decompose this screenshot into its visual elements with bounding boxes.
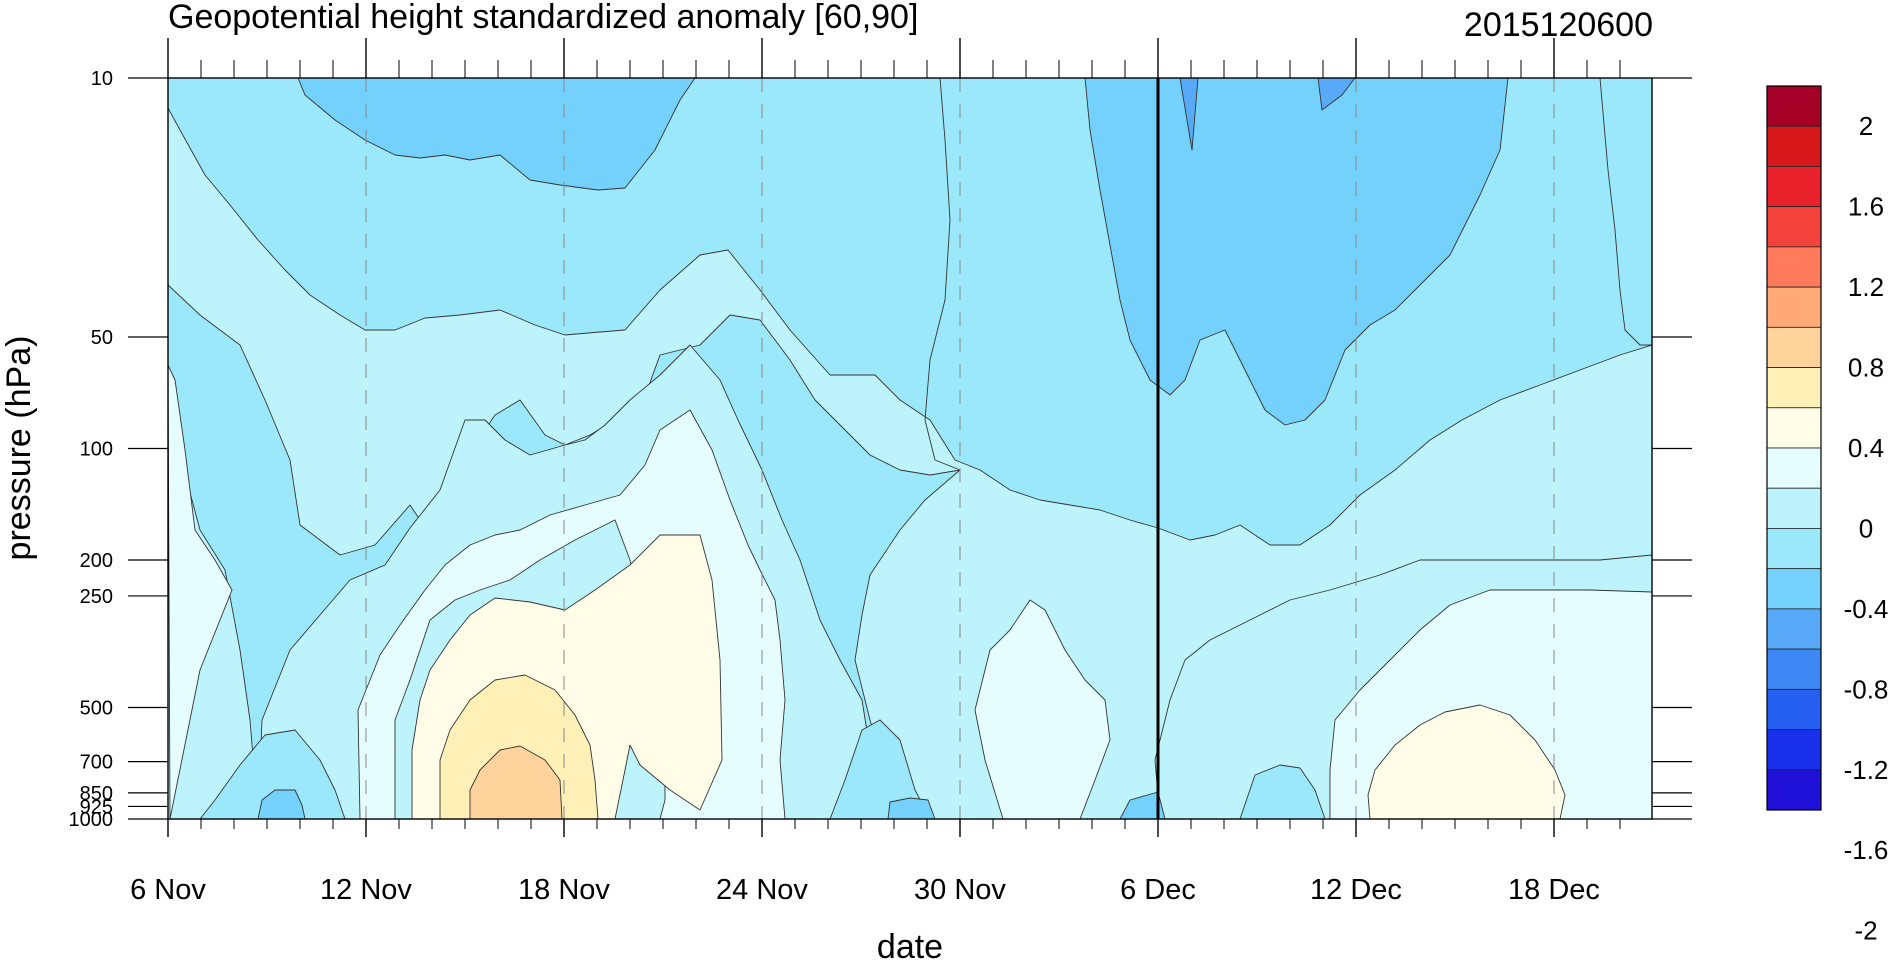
band-minus-1-2-top-left	[297, 78, 696, 191]
y-tick-label: 250	[80, 586, 113, 608]
x-tick-label: 12 Nov	[320, 874, 412, 906]
x-axis-label: date	[877, 928, 943, 963]
colorbar-frame	[1766, 85, 1822, 811]
colorbar-swatch	[1766, 286, 1822, 328]
band-minus-0-8-pocket-a	[199, 729, 346, 819]
colorbar-label: -2	[1854, 916, 1877, 946]
colorbar-swatch	[1766, 447, 1822, 489]
colorbar-label: 1.2	[1848, 272, 1884, 302]
colorbar-label: -0.4	[1844, 594, 1889, 624]
x-tick-label: 30 Nov	[914, 874, 1006, 906]
band-minus-1-2-right	[1084, 78, 1509, 426]
y-axis-label: pressure (hPa)	[0, 336, 38, 561]
warm-0-8	[469, 745, 563, 819]
colorbar-label: -1.2	[1844, 755, 1889, 785]
contour-line-a	[924, 78, 961, 471]
colorbar-label: -0.8	[1844, 674, 1889, 704]
colorbar-swatch	[1766, 125, 1822, 167]
y-tick-label: 925	[80, 796, 113, 818]
y-tick-label: 500	[80, 697, 113, 719]
contour-field	[168, 78, 1652, 819]
colorbar-swatch	[1766, 246, 1822, 288]
run-label: 2015120600	[1464, 6, 1653, 44]
x-tick-label: 6 Dec	[1120, 874, 1196, 906]
neutral-warm-right	[1367, 704, 1566, 819]
y-tick-label: 50	[91, 327, 113, 349]
neutral-cold-right-bubble	[974, 599, 1111, 819]
colorbar-swatch	[1766, 85, 1822, 127]
colorbar-label: -1.6	[1844, 835, 1889, 865]
colorbar-label: 0.4	[1848, 433, 1884, 463]
x-tick-label: 18 Nov	[518, 874, 610, 906]
y-tick-label: 10	[91, 68, 113, 90]
colorbar-label: 1.6	[1848, 192, 1884, 222]
colorbar-swatch	[1766, 688, 1822, 730]
colorbar-swatch	[1766, 729, 1822, 771]
x-tick-label: 6 Nov	[130, 874, 206, 906]
y-tick-label: 700	[80, 752, 113, 774]
colorbar-swatch	[1766, 528, 1822, 570]
x-tick-label: 24 Nov	[716, 874, 808, 906]
colorbar-swatch	[1766, 326, 1822, 368]
x-tick-label: 12 Dec	[1310, 874, 1402, 906]
neutral-cold-left	[168, 364, 233, 819]
colorbar-swatch	[1766, 367, 1822, 409]
y-tick-label: 100	[80, 439, 113, 461]
y-tick-label: 1000	[69, 809, 114, 831]
band-minus-0-8-pocket-b	[1239, 764, 1326, 819]
band-minus-1-6-spike-b	[1317, 78, 1356, 111]
colorbar-swatch	[1766, 487, 1822, 529]
band-minus-1-2-pocket-b	[887, 797, 936, 819]
colorbar-swatch	[1766, 568, 1822, 610]
colorbar-swatch	[1766, 407, 1822, 449]
x-gridlines	[365, 78, 1555, 819]
y-tick-label: 850	[80, 783, 113, 805]
colorbar: 2 1.6 1.2 0.8 0.4 0 -0.4 -0.8 -1.2 -1.6 -2	[1766, 85, 1889, 946]
colorbar-label: 0.8	[1848, 353, 1884, 383]
contour-line-c	[1599, 78, 1652, 346]
colorbar-swatch	[1766, 769, 1822, 811]
colorbar-label: 0	[1859, 513, 1873, 543]
band-minus-1-2-pocket-a	[257, 789, 306, 819]
colorbar-swatch	[1766, 166, 1822, 208]
band-minus-1-6-spike-a	[1179, 78, 1199, 151]
colorbar-label: 2	[1859, 111, 1873, 141]
colorbar-swatch	[1766, 206, 1822, 248]
colorbar-swatch	[1766, 648, 1822, 690]
chart-title: Geopotential height standardized anomaly…	[168, 0, 918, 36]
x-axis: 6 Nov 12 Nov 18 Nov 24 Nov 30 Nov 6 Dec 12 Dec…	[130, 38, 1600, 906]
x-minor-ticks	[167, 60, 1621, 829]
colorbar-swatch	[1766, 608, 1822, 650]
y-tick-label: 200	[80, 550, 113, 572]
x-tick-label: 18 Dec	[1508, 874, 1600, 906]
